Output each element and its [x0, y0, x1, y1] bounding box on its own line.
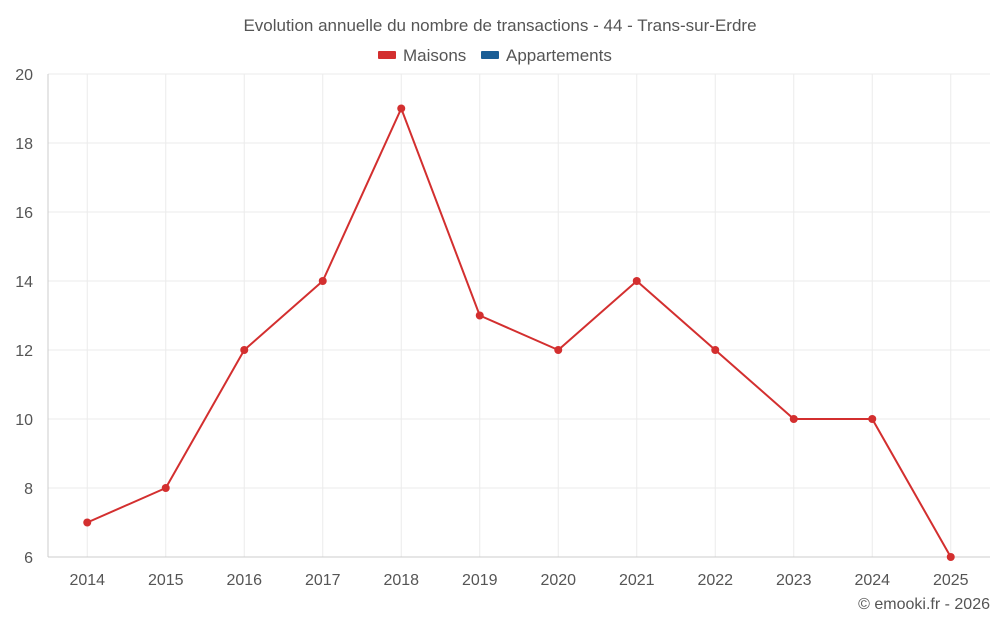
- data-point-2023[interactable]: [789, 415, 798, 423]
- legend-label-maisons[interactable]: Maisons: [403, 46, 466, 65]
- x-tick-label: 2019: [462, 572, 498, 589]
- data-point-2019[interactable]: [475, 311, 484, 320]
- data-point-2024[interactable]: [868, 415, 877, 423]
- x-tick-label: 2017: [305, 572, 341, 589]
- series-line-maisons: [86, 107, 952, 558]
- data-point-2018[interactable]: [397, 104, 406, 113]
- legend-swatch-appartements[interactable]: [481, 51, 499, 59]
- x-tick-label: 2021: [619, 572, 655, 589]
- y-tick-label: 10: [15, 412, 33, 429]
- x-tick-label: 2023: [776, 572, 812, 589]
- data-point-2016[interactable]: [240, 346, 249, 354]
- credit-text: © emooki.fr - 2026: [858, 596, 990, 613]
- data-point-2025[interactable]: [946, 553, 955, 561]
- y-tick-label: 8: [24, 481, 33, 498]
- legend-label-appartements[interactable]: Appartements: [506, 46, 612, 65]
- x-tick-label: 2025: [933, 572, 969, 589]
- x-tick-label: 2022: [697, 572, 733, 589]
- y-tick-label: 12: [15, 343, 33, 360]
- x-tick-label: 2020: [540, 572, 576, 589]
- data-point-2020[interactable]: [554, 346, 563, 354]
- data-point-2014[interactable]: [83, 518, 92, 527]
- data-point-2017[interactable]: [318, 277, 327, 285]
- axes: 6 8 10 12 14 16 18 20 2014 2015 2016 2017 2018 2019 20…: [15, 67, 990, 589]
- data-point-2022[interactable]: [711, 346, 720, 354]
- grid: [48, 73, 990, 558]
- legend: Maisons Appartements: [378, 46, 612, 65]
- x-tick-label: 2016: [226, 572, 262, 589]
- x-tick-label: 2014: [69, 572, 105, 589]
- x-tick-label: 2018: [383, 572, 419, 589]
- y-tick-label: 6: [24, 550, 33, 567]
- series-layer: [83, 104, 955, 561]
- chart-title: Evolution annuelle du nombre de transact…: [243, 16, 756, 35]
- data-point-2021[interactable]: [632, 277, 641, 285]
- x-tick-label: 2015: [148, 572, 184, 589]
- data-point-2015[interactable]: [161, 484, 170, 492]
- y-tick-label: 14: [15, 274, 33, 291]
- x-tick-label: 2024: [854, 572, 890, 589]
- legend-swatch-maisons[interactable]: [378, 51, 396, 59]
- y-tick-label: 20: [15, 67, 33, 84]
- y-tick-label: 18: [15, 136, 33, 153]
- y-tick-label: 16: [15, 205, 33, 222]
